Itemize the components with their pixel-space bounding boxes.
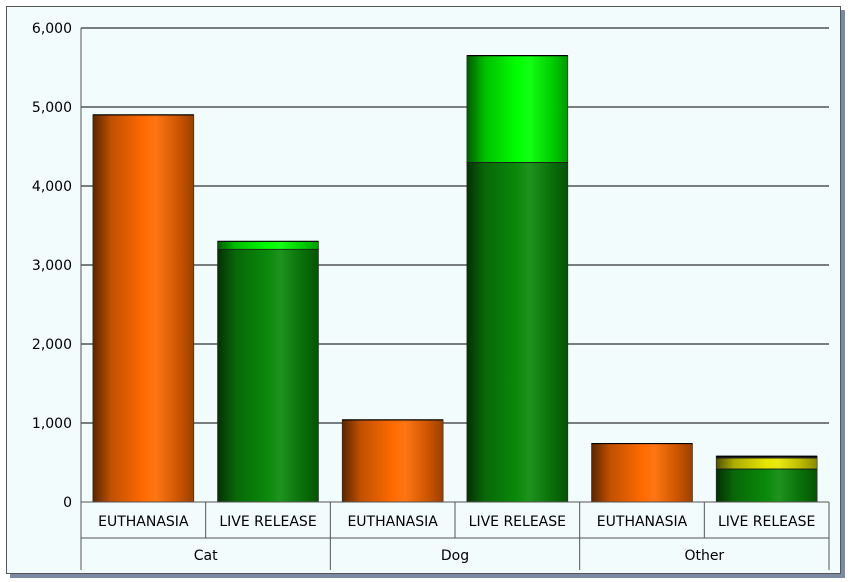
y-tick-label: 2,000 [32, 337, 72, 353]
bar-other-live-release [715, 455, 818, 503]
x-tick-label: EUTHANASIA [347, 514, 438, 530]
y-tick-label: 0 [63, 495, 72, 511]
y-tick-label: 4,000 [32, 179, 72, 195]
y-tick-label: 6,000 [32, 21, 72, 37]
bar-segment [715, 468, 818, 503]
bar-segment [217, 241, 319, 250]
y-tick-label: 3,000 [32, 258, 72, 274]
bar-cat-live-release [217, 240, 319, 503]
x-tick-label: EUTHANASIA [597, 514, 688, 530]
bar-dog-euthanasia [341, 419, 444, 503]
stacked-bar-chart: 0 1,000 2,000 3,000 4,000 5,000 6,000 EUTHANAS… [32, 21, 830, 570]
y-tick-label: 5,000 [32, 100, 72, 116]
x-tick-label: LIVE RELEASE [718, 514, 815, 530]
bar-segment [217, 248, 319, 503]
bar-other-euthanasia [591, 442, 693, 503]
bars [92, 55, 818, 503]
bar-segment [466, 162, 569, 503]
category-axis: EUTHANASIA LIVE RELEASE EUTHANASIA LIVE REL… [98, 514, 815, 564]
bar-dog-live-release [466, 55, 569, 503]
bar-segment [341, 419, 444, 503]
gridlines [81, 27, 829, 424]
group-label: Cat [194, 548, 218, 564]
x-tick-label: LIVE RELEASE [219, 514, 316, 530]
x-tick-label: EUTHANASIA [98, 514, 189, 530]
bar-cat-euthanasia [92, 114, 195, 503]
y-axis-tick-labels: 0 1,000 2,000 3,000 4,000 5,000 6,000 [32, 21, 72, 511]
bar-segment [466, 55, 569, 163]
group-label: Dog [441, 548, 469, 564]
bar-segment [92, 114, 195, 503]
chart-frame: 0 1,000 2,000 3,000 4,000 5,000 6,000 EUTHANAS… [6, 6, 841, 574]
group-label: Other [684, 548, 724, 564]
y-tick-label: 1,000 [32, 416, 72, 432]
axes [80, 28, 830, 570]
bar-segment [715, 457, 818, 470]
x-tick-label: LIVE RELEASE [469, 514, 566, 530]
bar-segment [591, 443, 693, 503]
